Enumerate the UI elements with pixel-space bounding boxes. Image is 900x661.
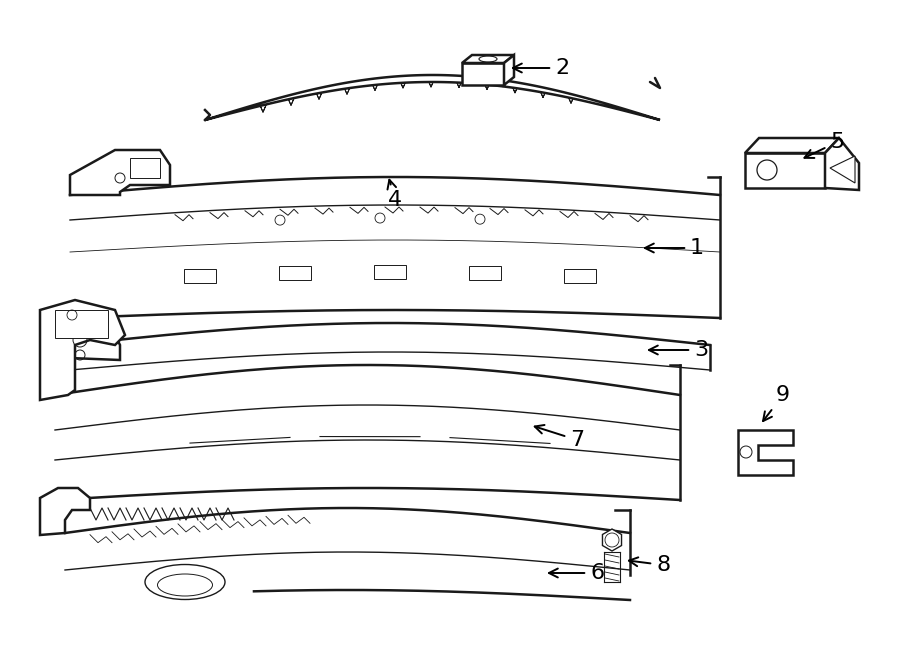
Bar xyxy=(564,269,596,283)
Polygon shape xyxy=(130,158,160,178)
Text: 8: 8 xyxy=(629,555,670,575)
Bar xyxy=(469,266,501,280)
Bar xyxy=(184,269,216,283)
Polygon shape xyxy=(40,300,125,400)
Text: 9: 9 xyxy=(763,385,790,421)
Polygon shape xyxy=(462,55,514,63)
Polygon shape xyxy=(738,430,793,475)
Polygon shape xyxy=(55,310,108,338)
Polygon shape xyxy=(504,55,514,85)
Polygon shape xyxy=(602,529,622,551)
Circle shape xyxy=(757,160,777,180)
Text: 5: 5 xyxy=(805,132,844,158)
Text: 6: 6 xyxy=(549,563,604,583)
Polygon shape xyxy=(70,150,170,195)
Text: 3: 3 xyxy=(649,340,708,360)
Polygon shape xyxy=(55,325,120,360)
Bar xyxy=(374,265,406,279)
Polygon shape xyxy=(825,138,859,190)
Bar xyxy=(279,266,311,280)
Polygon shape xyxy=(205,75,660,120)
Polygon shape xyxy=(40,488,90,535)
Text: 2: 2 xyxy=(513,58,569,78)
Polygon shape xyxy=(745,153,825,188)
Text: 7: 7 xyxy=(535,425,584,450)
Text: 1: 1 xyxy=(645,238,704,258)
Text: 4: 4 xyxy=(388,180,402,210)
Polygon shape xyxy=(745,138,839,153)
Polygon shape xyxy=(462,63,504,85)
Polygon shape xyxy=(830,156,855,183)
